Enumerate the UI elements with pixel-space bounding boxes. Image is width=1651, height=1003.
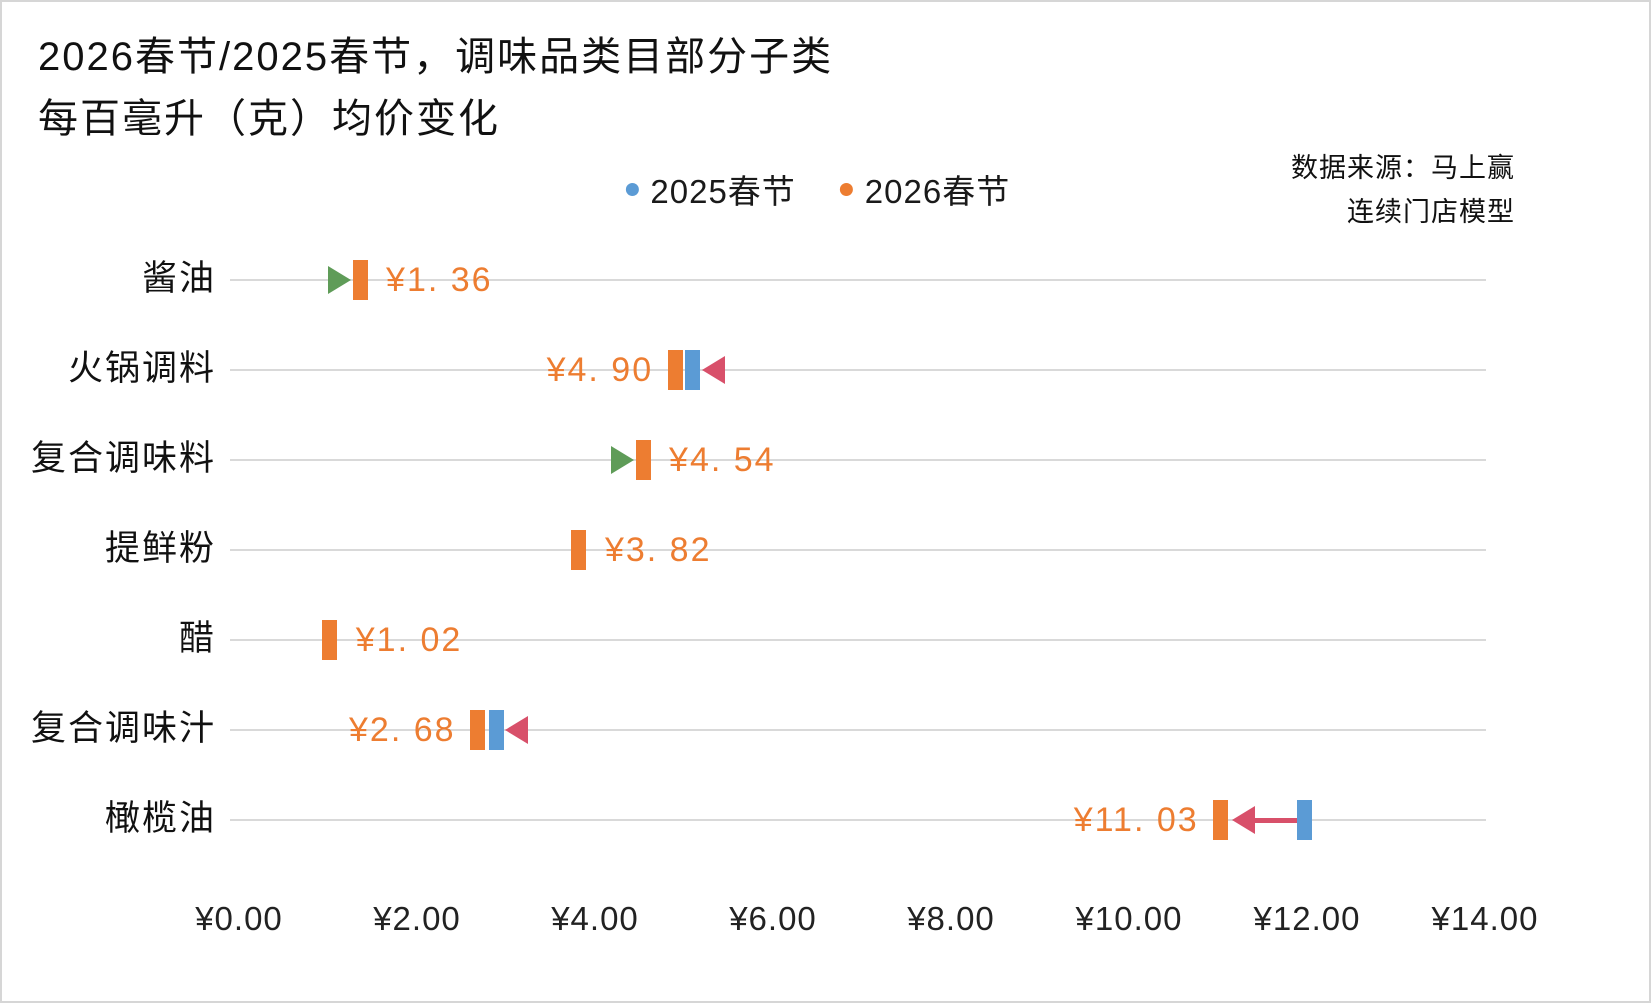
decrease-arrow-icon — [505, 716, 529, 744]
marker-2026 — [322, 620, 338, 660]
marker-2025 — [1296, 800, 1312, 840]
marker-2025 — [685, 350, 701, 390]
value-label: ¥11. 03 — [1073, 801, 1199, 839]
category-label: 醋 — [178, 619, 216, 658]
category-label: 火锅调料 — [67, 349, 216, 388]
legend-dot-2025-icon — [625, 182, 639, 196]
value-label: ¥4. 54 — [669, 441, 776, 479]
row-gridline — [230, 819, 1486, 821]
marker-2026 — [352, 260, 368, 300]
category-label: 提鲜粉 — [104, 529, 216, 568]
row-gridline — [230, 369, 1486, 371]
chart-title-line1: 2026春节/2025春节，调味品类目部分子类 — [38, 35, 834, 79]
x-axis-tick-label: ¥4.00 — [551, 900, 639, 937]
x-axis-tick-label: ¥14.00 — [1431, 900, 1539, 937]
row-gridline — [230, 729, 1486, 731]
legend-label-2026: 2026春节 — [864, 173, 1011, 210]
value-label: ¥3. 82 — [604, 531, 712, 569]
x-axis-tick-label: ¥8.00 — [907, 900, 995, 937]
legend-item-2025: 2025春节 — [625, 165, 795, 213]
increase-arrow-icon — [611, 446, 635, 474]
x-axis-tick-label: ¥12.00 — [1253, 900, 1361, 937]
increase-arrow-icon — [328, 266, 352, 294]
row-gridline — [230, 279, 1486, 281]
chart-title-line2: 每百毫升（克）均价变化 — [38, 97, 500, 141]
legend-item-2026: 2026春节 — [839, 165, 1011, 213]
data-source-note: 数据来源：马上赢 连续门店模型 — [1291, 146, 1515, 234]
category-label: 橄榄油 — [104, 799, 216, 838]
decrease-arrow-stem — [1251, 817, 1297, 823]
legend: 2025春节 2026春节 — [625, 165, 1010, 213]
category-label: 复合调味汁 — [30, 709, 216, 748]
legend-dot-2026-icon — [839, 182, 853, 196]
marker-2026 — [571, 530, 587, 570]
data-source-line1: 数据来源：马上赢 — [1291, 153, 1515, 183]
legend-label-2025: 2025春节 — [650, 173, 796, 210]
category-label: 酱油 — [141, 259, 216, 298]
chart-title: 2026春节/2025春节，调味品类目部分子类 每百毫升（克）均价变化 — [38, 26, 833, 150]
decrease-arrow-icon — [701, 356, 725, 384]
marker-2026 — [1213, 800, 1229, 840]
marker-2025 — [488, 710, 504, 750]
marker-2026 — [667, 350, 683, 390]
category-label: 复合调味料 — [30, 439, 216, 478]
data-source-line2: 连续门店模型 — [1347, 197, 1515, 227]
x-axis-tick-label: ¥10.00 — [1075, 900, 1183, 937]
decrease-arrow-icon — [1231, 806, 1255, 834]
row-gridline — [230, 639, 1486, 641]
value-label: ¥1. 36 — [386, 261, 493, 299]
value-label: ¥4. 90 — [546, 351, 654, 389]
value-label: ¥1. 02 — [355, 621, 463, 659]
x-axis-tick-label: ¥2.00 — [373, 900, 461, 937]
x-axis-tick-label: ¥6.00 — [729, 900, 817, 937]
row-gridline — [230, 549, 1486, 551]
marker-2026 — [635, 440, 651, 480]
row-gridline — [230, 459, 1486, 461]
x-axis-tick-label: ¥0.00 — [195, 900, 283, 937]
marker-2026 — [470, 710, 486, 750]
value-label: ¥2. 68 — [349, 711, 456, 749]
